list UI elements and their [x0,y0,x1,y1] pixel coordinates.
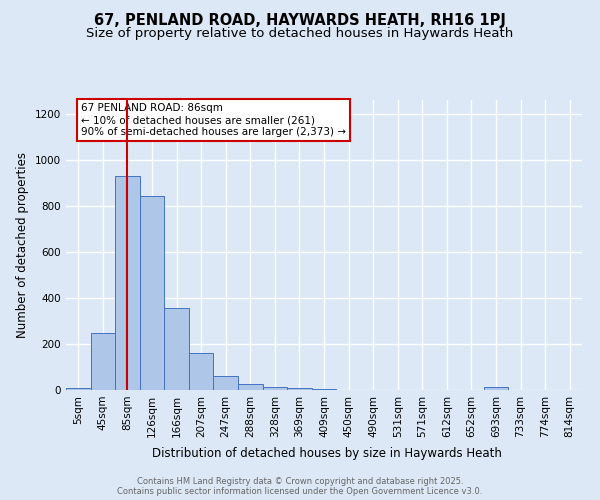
Bar [312,389,336,390]
Y-axis label: Number of detached properties: Number of detached properties [16,152,29,338]
Text: 67 PENLAND ROAD: 86sqm
← 10% of detached houses are smaller (261)
90% of semi-de: 67 PENLAND ROAD: 86sqm ← 10% of detached… [81,104,346,136]
Bar [189,353,214,390]
Text: Contains HM Land Registry data © Crown copyright and database right 2025.: Contains HM Land Registry data © Crown c… [137,478,463,486]
Text: Size of property relative to detached houses in Haywards Heath: Size of property relative to detached ho… [86,28,514,40]
Text: Contains public sector information licensed under the Open Government Licence v3: Contains public sector information licen… [118,488,482,496]
Bar [140,196,164,390]
Bar [263,387,287,390]
Text: Distribution of detached houses by size in Haywards Heath: Distribution of detached houses by size … [152,448,502,460]
Bar [91,333,115,390]
Bar [214,376,238,390]
Bar [238,384,263,390]
Bar [115,176,140,390]
Bar [66,388,91,390]
Bar [484,387,508,390]
Text: 67, PENLAND ROAD, HAYWARDS HEATH, RH16 1PJ: 67, PENLAND ROAD, HAYWARDS HEATH, RH16 1… [94,12,506,28]
Bar [164,308,189,390]
Bar [287,388,312,390]
